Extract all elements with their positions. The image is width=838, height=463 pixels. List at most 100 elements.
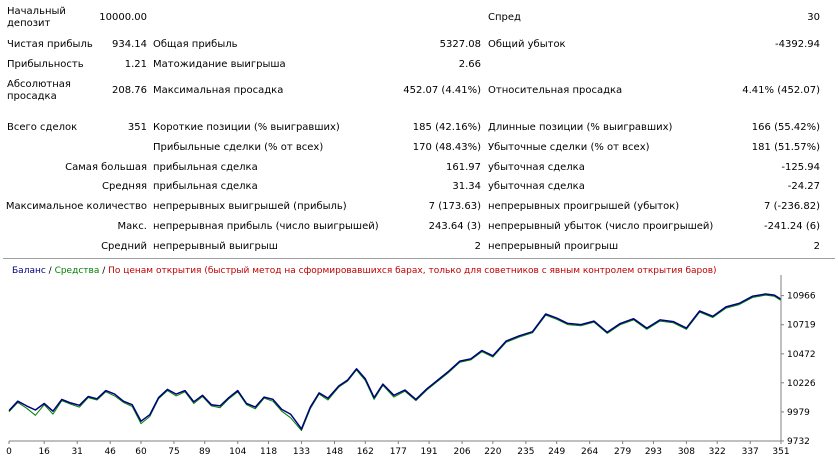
legend-balance: Баланс — [12, 266, 46, 276]
maximum-consecutive-label: Максимальное количество — [5, 201, 147, 212]
legend-equity: Средства — [55, 266, 100, 276]
average-consecutive-losses-value: 2 — [813, 241, 820, 252]
x-tick-label: 46 — [104, 447, 116, 457]
maximal-consecutive-label: Макс. — [117, 221, 147, 232]
largest-loss-value: -125.94 — [781, 162, 820, 173]
profit-trades-value: 170 (48.43%) — [412, 142, 481, 153]
largest-profit-value: 161.97 — [446, 162, 481, 173]
x-tick-label: 235 — [517, 447, 534, 457]
short-positions-value: 185 (42.16%) — [412, 122, 481, 133]
largest-loss-label: убыточная сделка — [488, 162, 585, 173]
initial-deposit-value: 10000.00 — [99, 12, 147, 23]
gross-profit-value: 5327.08 — [439, 39, 481, 50]
max-consecutive-losses-value: 7 (-236.82) — [764, 201, 820, 212]
total-trades-value: 351 — [127, 122, 147, 133]
short-positions-label: Короткие позиции (% выигравших) — [153, 122, 340, 133]
x-axis: 0 16 31 46 60 75 89 104 118 133 148 162 177 191 206 220… — [6, 440, 790, 457]
initial-deposit-label: Начальный депозит — [7, 6, 66, 29]
long-positions-value: 166 (55.42%) — [751, 122, 820, 133]
x-tick-label: 337 — [742, 447, 759, 457]
max-consecutive-losses-label: непрерывных проигрышей (убыток) — [488, 201, 680, 212]
loss-trades-label: Убыточные сделки (% от всех) — [488, 142, 650, 153]
average-consecutive-wins-label: непрерывный выигрыш — [153, 241, 278, 252]
spread-label: Спред — [488, 12, 521, 23]
plot-area — [8, 293, 782, 432]
net-profit-value: 934.14 — [112, 39, 147, 50]
y-axis: 9732 9979 10226 10472 10719 10966 — [780, 275, 816, 447]
average-consecutive-wins-value: 2 — [474, 241, 481, 252]
expected-payoff-value: 2.66 — [458, 59, 481, 70]
gross-loss-value: -4392.94 — [775, 39, 820, 50]
largest-label: Самая большая — [65, 162, 147, 173]
x-tick-label: 31 — [71, 447, 82, 457]
relative-drawdown-value: 4.41% (452.07) — [742, 85, 820, 96]
y-tick-label: 10966 — [787, 292, 816, 302]
x-tick-label: 0 — [6, 447, 12, 457]
average-consecutive-losses-label: непрерывный проигрыш — [488, 241, 619, 252]
maximal-consecutive-loss-label: непрерывный убыток (число проигрышей) — [488, 221, 714, 232]
relative-drawdown-label: Относительная просадка — [488, 85, 623, 96]
test-report-summary: Начальный депозит 10000.00 Спред 30 Чист… — [5, 6, 820, 252]
average-loss-label: убыточная сделка — [488, 181, 585, 192]
profit-factor-label: Прибыльность — [7, 59, 84, 70]
x-tick-label: 249 — [548, 447, 565, 457]
x-tick-label: 133 — [293, 447, 310, 457]
x-tick-label: 351 — [772, 447, 789, 457]
x-tick-label: 279 — [614, 447, 631, 457]
legend-separator: / — [99, 266, 108, 276]
x-tick-label: 75 — [168, 447, 179, 457]
profit-trades-label: Прибыльные сделки (% от всех) — [153, 142, 324, 153]
loss-trades-value: 181 (51.57%) — [751, 142, 820, 153]
gross-loss-label: Общий убыток — [488, 39, 566, 50]
net-profit-label: Чистая прибыль — [7, 39, 93, 50]
average-profit-value: 31.34 — [452, 181, 481, 192]
absolute-drawdown-value: 208.76 — [112, 85, 147, 96]
legend-testing-mode: По ценам открытия (быстрый метод на сфор… — [108, 266, 716, 276]
profit-factor-value: 1.21 — [124, 59, 147, 70]
maximal-consecutive-profit-label: непрерывная прибыль (число выигрышей) — [153, 221, 379, 232]
x-tick-label: 264 — [581, 447, 598, 457]
long-positions-label: Длинные позиции (% выигравших) — [488, 122, 673, 133]
average-consecutive-label: Средний — [101, 241, 147, 252]
absolute-drawdown-label: Абсолютная просадка — [7, 79, 71, 102]
x-tick-label: 191 — [420, 447, 437, 457]
equity-line — [8, 294, 782, 432]
y-tick-label: 9979 — [787, 408, 810, 418]
x-tick-label: 89 — [199, 447, 211, 457]
y-tick-label: 10472 — [787, 350, 816, 360]
x-tick-label: 177 — [390, 447, 407, 457]
average-label: Средняя — [102, 181, 147, 192]
maximal-consecutive-profit-value: 243.64 (3) — [428, 221, 481, 232]
maximal-drawdown-label: Максимальная просадка — [153, 85, 284, 96]
x-tick-label: 104 — [229, 447, 246, 457]
max-consecutive-wins-value: 7 (173.63) — [428, 201, 481, 212]
largest-profit-label: прибыльная сделка — [153, 162, 258, 173]
total-trades-label: Всего сделок — [7, 122, 78, 133]
x-tick-label: 162 — [357, 447, 374, 457]
x-tick-label: 308 — [678, 447, 695, 457]
spread-value: 30 — [807, 12, 820, 23]
y-tick-label: 10226 — [787, 379, 816, 389]
average-profit-label: прибыльная сделка — [153, 181, 258, 192]
y-tick-label: 9732 — [787, 437, 810, 447]
y-tick-label: 10719 — [787, 321, 816, 331]
gross-profit-label: Общая прибыль — [153, 39, 238, 50]
balance-chart: Баланс / Средства / По ценам открытия (б… — [3, 258, 835, 463]
maximal-consecutive-loss-value: -241.24 (6) — [764, 221, 820, 232]
max-consecutive-wins-label: непрерывных выигрышей (прибыль) — [153, 201, 347, 212]
balance-chart-svg: Баланс / Средства / По ценам открытия (б… — [6, 266, 816, 457]
x-tick-label: 322 — [709, 447, 726, 457]
legend-separator: / — [46, 266, 55, 276]
chart-legend: Баланс / Средства / По ценам открытия (б… — [12, 266, 717, 276]
x-tick-label: 206 — [453, 447, 470, 457]
expected-payoff-label: Матожидание выигрыша — [153, 59, 286, 70]
balance-line — [8, 293, 782, 430]
x-tick-label: 293 — [645, 447, 662, 457]
x-tick-label: 220 — [484, 447, 501, 457]
x-tick-label: 16 — [38, 447, 50, 457]
x-tick-label: 118 — [260, 447, 277, 457]
x-tick-label: 60 — [135, 447, 147, 457]
average-loss-value: -24.27 — [787, 181, 820, 192]
maximal-drawdown-value: 452.07 (4.41%) — [403, 85, 481, 96]
x-tick-label: 148 — [326, 447, 343, 457]
